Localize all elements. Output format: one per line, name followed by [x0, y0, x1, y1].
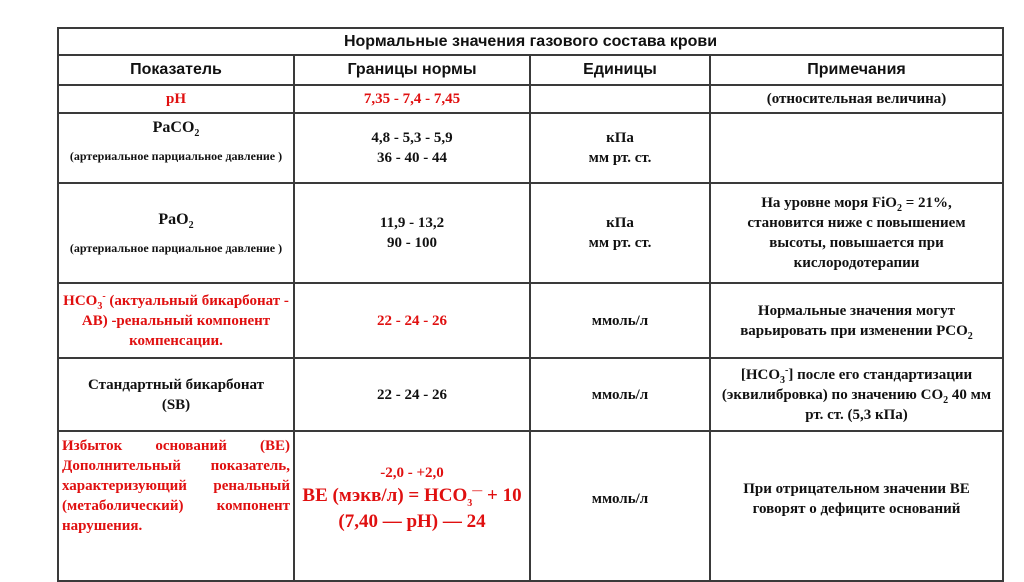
row-be-units: ммоль/л [529, 430, 711, 582]
row-hco3-name: HCO3- (актуальный бикарбонат - АВ) -рена… [57, 282, 295, 359]
header-range: Границы нормы [293, 54, 531, 86]
header-notes: Примечания [709, 54, 1004, 86]
table-row: HCO3- (актуальный бикарбонат - АВ) -рена… [57, 282, 1004, 359]
row-sb-range: 22 - 24 - 26 [293, 357, 531, 432]
row-be-note: При отрицательном значении BE говорят о … [709, 430, 1004, 582]
row-ph-units [529, 84, 711, 114]
row-pao2-name: PaO2 (артериальное парциальное давление … [57, 182, 295, 284]
row-paco2-note [709, 112, 1004, 184]
row-ph-note: (относительная величина) [709, 84, 1004, 114]
row-sb-units: ммоль/л [529, 357, 711, 432]
row-pao2-units: кПа мм рт. ст. [529, 182, 711, 284]
row-pao2-range: 11,9 - 13,2 90 - 100 [293, 182, 531, 284]
table-row: PaCO2 (артериальное парциальное давление… [57, 112, 1004, 184]
row-be-name: Избыток оснований (BE) Дополнительный по… [57, 430, 295, 582]
table-row: pH 7,35 - 7,4 - 7,45 (относительная вели… [57, 84, 1004, 114]
table-row: Стандартный бикарбонат (SB) 22 - 24 - 26… [57, 357, 1004, 432]
header-indicator: Показатель [57, 54, 295, 86]
table-row: PaO2 (артериальное парциальное давление … [57, 182, 1004, 284]
row-sb-note: [HCO3-] после его стандартизации (эквили… [709, 357, 1004, 432]
table-row: Избыток оснований (BE) Дополнительный по… [57, 430, 1004, 582]
row-hco3-note: Нормальные значения могут варьировать пр… [709, 282, 1004, 359]
table-title: Нормальные значения газового состава кро… [57, 27, 1004, 56]
row-be-range: -2,0 - +2,0 BE (мэкв/л) = HCO3— + 10 (7,… [293, 430, 531, 582]
row-ph-range: 7,35 - 7,4 - 7,45 [293, 84, 531, 114]
row-paco2-range: 4,8 - 5,3 - 5,9 36 - 40 - 44 [293, 112, 531, 184]
row-paco2-units: кПа мм рт. ст. [529, 112, 711, 184]
row-paco2-name: PaCO2 (артериальное парциальное давление… [57, 112, 295, 184]
row-ph-name: pH [57, 84, 295, 114]
row-hco3-range: 22 - 24 - 26 [293, 282, 531, 359]
blood-gas-table: Нормальные значения газового состава кро… [57, 27, 1004, 582]
row-pao2-note: На уровне моря FiO2 = 21%, становится ни… [709, 182, 1004, 284]
row-hco3-units: ммоль/л [529, 282, 711, 359]
row-sb-name: Стандартный бикарбонат (SB) [57, 357, 295, 432]
header-units: Единицы [529, 54, 711, 86]
